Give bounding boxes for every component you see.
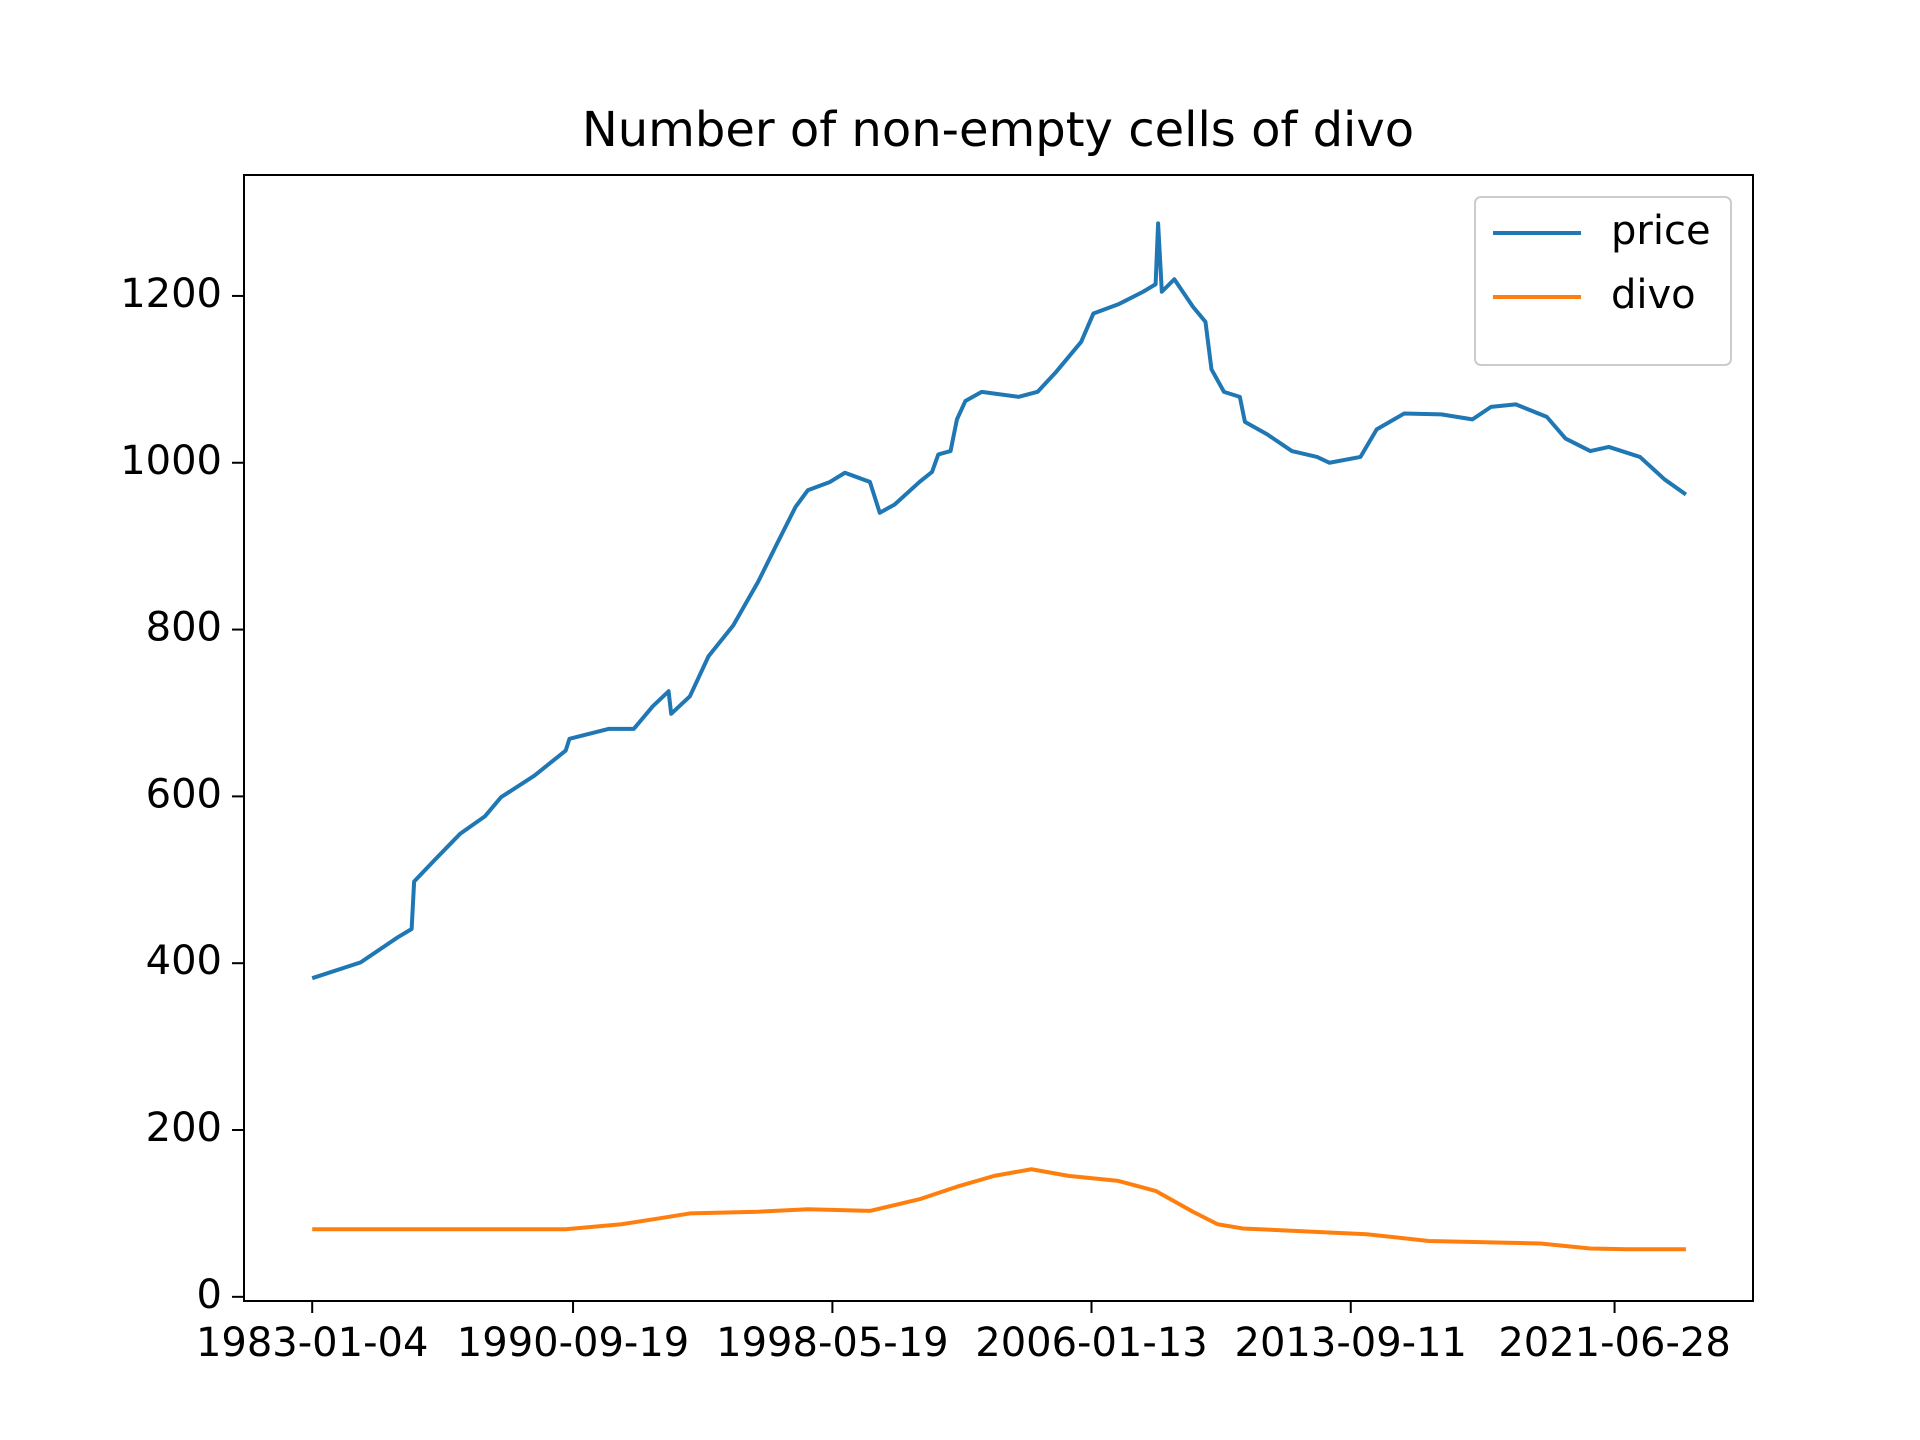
x-tick-label: 2021-06-28 bbox=[1498, 1320, 1730, 1366]
axes-frame bbox=[243, 174, 1754, 1302]
y-tick-label: 1000 bbox=[120, 438, 222, 484]
x-tick-label: 2006-01-13 bbox=[975, 1320, 1207, 1366]
legend-label: divo bbox=[1611, 272, 1696, 318]
y-tick-label: 0 bbox=[197, 1272, 222, 1318]
y-tick-label: 200 bbox=[146, 1105, 222, 1151]
x-tick-label: 1998-05-19 bbox=[716, 1320, 948, 1366]
line-series bbox=[312, 1167, 1686, 1252]
legend-label: price bbox=[1611, 208, 1711, 254]
y-tick-label: 600 bbox=[146, 771, 222, 817]
line-series bbox=[311, 221, 1688, 981]
x-tick-label: 2013-09-11 bbox=[1235, 1320, 1467, 1366]
x-tick-label: 1990-09-19 bbox=[457, 1320, 689, 1366]
x-tick-label: 1983-01-04 bbox=[196, 1320, 428, 1366]
y-tick-label: 400 bbox=[146, 938, 222, 984]
chart-title: Number of non-empty cells of divo bbox=[582, 102, 1414, 158]
legend-box bbox=[1474, 196, 1732, 366]
y-tick-label: 800 bbox=[146, 605, 222, 651]
y-tick-label: 1200 bbox=[120, 271, 222, 317]
